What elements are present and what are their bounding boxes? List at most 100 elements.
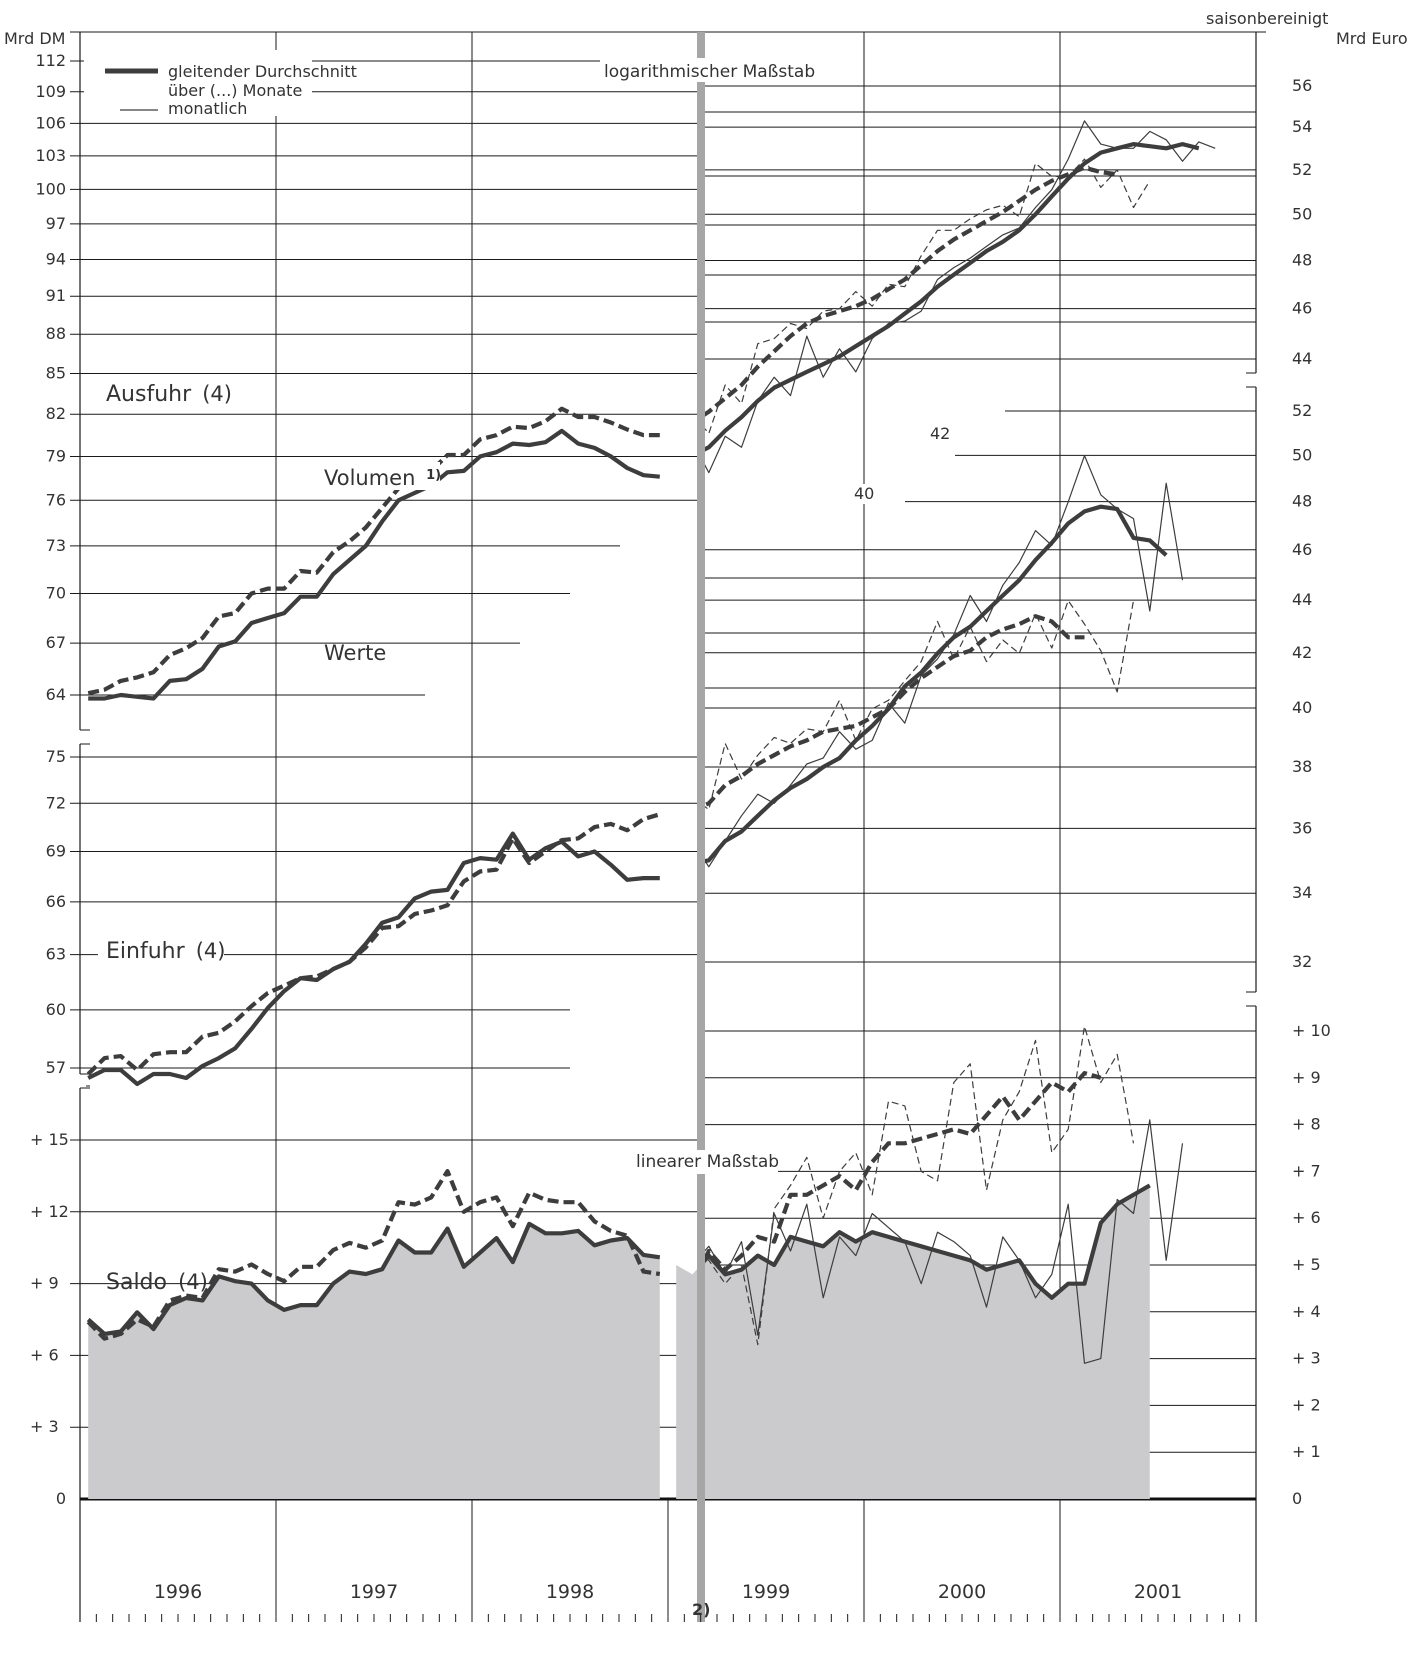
panel-gap: [74, 730, 86, 744]
y-tick-label: + 12: [30, 1202, 69, 1221]
export-volumen-moving-average-line: [700, 165, 1118, 421]
balance-volumen-moving-average-line: [700, 1071, 1102, 1274]
y-tick-label: + 9: [30, 1274, 59, 1293]
balance-fill: [88, 1185, 1150, 1499]
y-tick-label: + 1: [1292, 1442, 1321, 1461]
x-axis: 1996 1997 1998 1999 2000 2001: [79, 1499, 1257, 1622]
x-tick-label: 1997: [350, 1581, 398, 1603]
y-tick-label: 91: [46, 286, 66, 305]
export-volumen-monthly-line: [700, 158, 1151, 434]
balance-months: (4): [178, 1270, 208, 1294]
export-title: Ausfuhr: [106, 382, 192, 407]
y-tick-label: 70: [46, 583, 66, 602]
y-tick-label: + 3: [1292, 1349, 1321, 1368]
x-tick-label: 2000: [938, 1581, 986, 1603]
y-tick-label: 0: [1292, 1489, 1302, 1508]
y-tick-label: + 4: [1292, 1302, 1321, 1321]
y-tick-label: 72: [46, 793, 66, 812]
y-tick-label: 63: [46, 945, 66, 964]
y-tick-label: 50: [1292, 204, 1312, 223]
y-tick-label: 40: [1292, 698, 1312, 717]
x-tick-label: 1999: [742, 1581, 790, 1603]
y-tick-label: + 6: [30, 1345, 59, 1364]
legend: gleitender Durchschnitt über (...) Monat…: [84, 50, 357, 118]
y-tick-label: 42: [1292, 643, 1312, 662]
y-tick-label: 76: [46, 490, 66, 509]
y-tick-label: 94: [46, 249, 66, 268]
log-scale-label: logarithmischer Maßstab: [604, 62, 815, 82]
y-tick-label: + 6: [1292, 1208, 1321, 1227]
y-tick-label: 46: [1292, 540, 1312, 559]
series-lines: [86, 120, 1216, 1364]
balance-werte-moving-average-line: [86, 1221, 661, 1336]
panel-gap: [74, 1074, 86, 1088]
y-tick-label: + 10: [1292, 1021, 1331, 1040]
grid-lines: [70, 31, 1266, 1622]
y-tick-label: + 7: [1292, 1161, 1321, 1180]
y-tick-label: 67: [46, 633, 66, 652]
panel-gap: [1250, 373, 1262, 387]
left-unit-label: Mrd DM: [4, 29, 65, 48]
y-tick-label: 97: [46, 214, 66, 233]
y-tick-label: 38: [1292, 757, 1312, 776]
x-tick-label: 2001: [1134, 1581, 1182, 1603]
y-tick-label: 103: [35, 146, 66, 165]
y-tick-label: 52: [1292, 160, 1312, 179]
export-months: (4): [202, 382, 232, 406]
y-tick-label: 50: [1292, 445, 1312, 464]
volume-label-text: Volumen: [324, 466, 415, 490]
y-tick-label: 56: [1292, 76, 1312, 95]
y-tick-label: 112: [35, 51, 66, 70]
balance-title: Saldo: [106, 1270, 167, 1295]
y-tick-label: 85: [46, 364, 66, 383]
import-werte-moving-average-line: [87, 831, 660, 1087]
y-tick-label: 109: [35, 82, 66, 101]
y-tick-label: 100: [35, 179, 66, 198]
import-werte-monthly-line: [700, 455, 1184, 868]
balance-werte-moving-average-line: [700, 1183, 1151, 1300]
balance-area: [88, 1223, 660, 1499]
y-tick-label: + 9: [1292, 1068, 1321, 1087]
y-tick-label: 34: [1292, 883, 1312, 902]
y-tick-label: 44: [1292, 349, 1312, 368]
import-panel-title: Einfuhr (4): [106, 939, 225, 964]
volume-footnote: 1): [426, 468, 441, 483]
euro-divider-bar: [697, 32, 705, 1622]
y-tick-label: + 2: [1292, 1395, 1321, 1414]
import-werte-moving-average-line: [700, 504, 1168, 865]
y-tick-label: 57: [46, 1058, 66, 1077]
y-tick-label: 44: [1292, 590, 1312, 609]
values-label: Werte: [324, 641, 386, 665]
y-tick-label: 0: [56, 1489, 66, 1508]
x-tick-label: 1998: [546, 1581, 594, 1603]
y-tick-label: 88: [46, 324, 66, 343]
y-tick-label: 106: [35, 113, 66, 132]
y-tick-label: 66: [46, 892, 66, 911]
y-tick-label: 64: [46, 685, 66, 704]
legend-moving-average: gleitender Durchschnitt: [168, 62, 357, 81]
panel-break: [1246, 991, 1256, 1007]
y-tick-label: + 5: [1292, 1255, 1321, 1274]
y-tick-label: + 8: [1292, 1115, 1321, 1134]
y-tick-label: 69: [46, 841, 66, 860]
y-tick-label: 60: [46, 1000, 66, 1019]
y-tick-label: 46: [1292, 299, 1312, 318]
linear-scale-label: linearer Maßstab: [636, 1152, 779, 1172]
y-tick-label: 52: [1292, 401, 1312, 420]
balance-panel-title: Saldo (4): [106, 1270, 208, 1295]
export-werte-moving-average-line: [88, 428, 660, 701]
export-werte-monthly-line: [700, 120, 1216, 474]
y-tick-label: + 3: [30, 1417, 59, 1436]
y-tick-label: 79: [46, 446, 66, 465]
y-tick-label: 75: [46, 747, 66, 766]
euro-marker-40: 40: [854, 484, 874, 503]
x-tick-label: 1996: [154, 1581, 202, 1603]
y-tick-label: + 15: [30, 1130, 69, 1149]
export-werte-moving-average-line: [700, 142, 1200, 455]
legend-months: über (...) Monate: [168, 81, 302, 100]
y-tick-label: 54: [1292, 117, 1312, 136]
panel-gap: [1250, 992, 1262, 1006]
euro-footnote: 2): [692, 1600, 710, 1619]
seasonal-note: saisonbereinigt: [1206, 9, 1328, 28]
